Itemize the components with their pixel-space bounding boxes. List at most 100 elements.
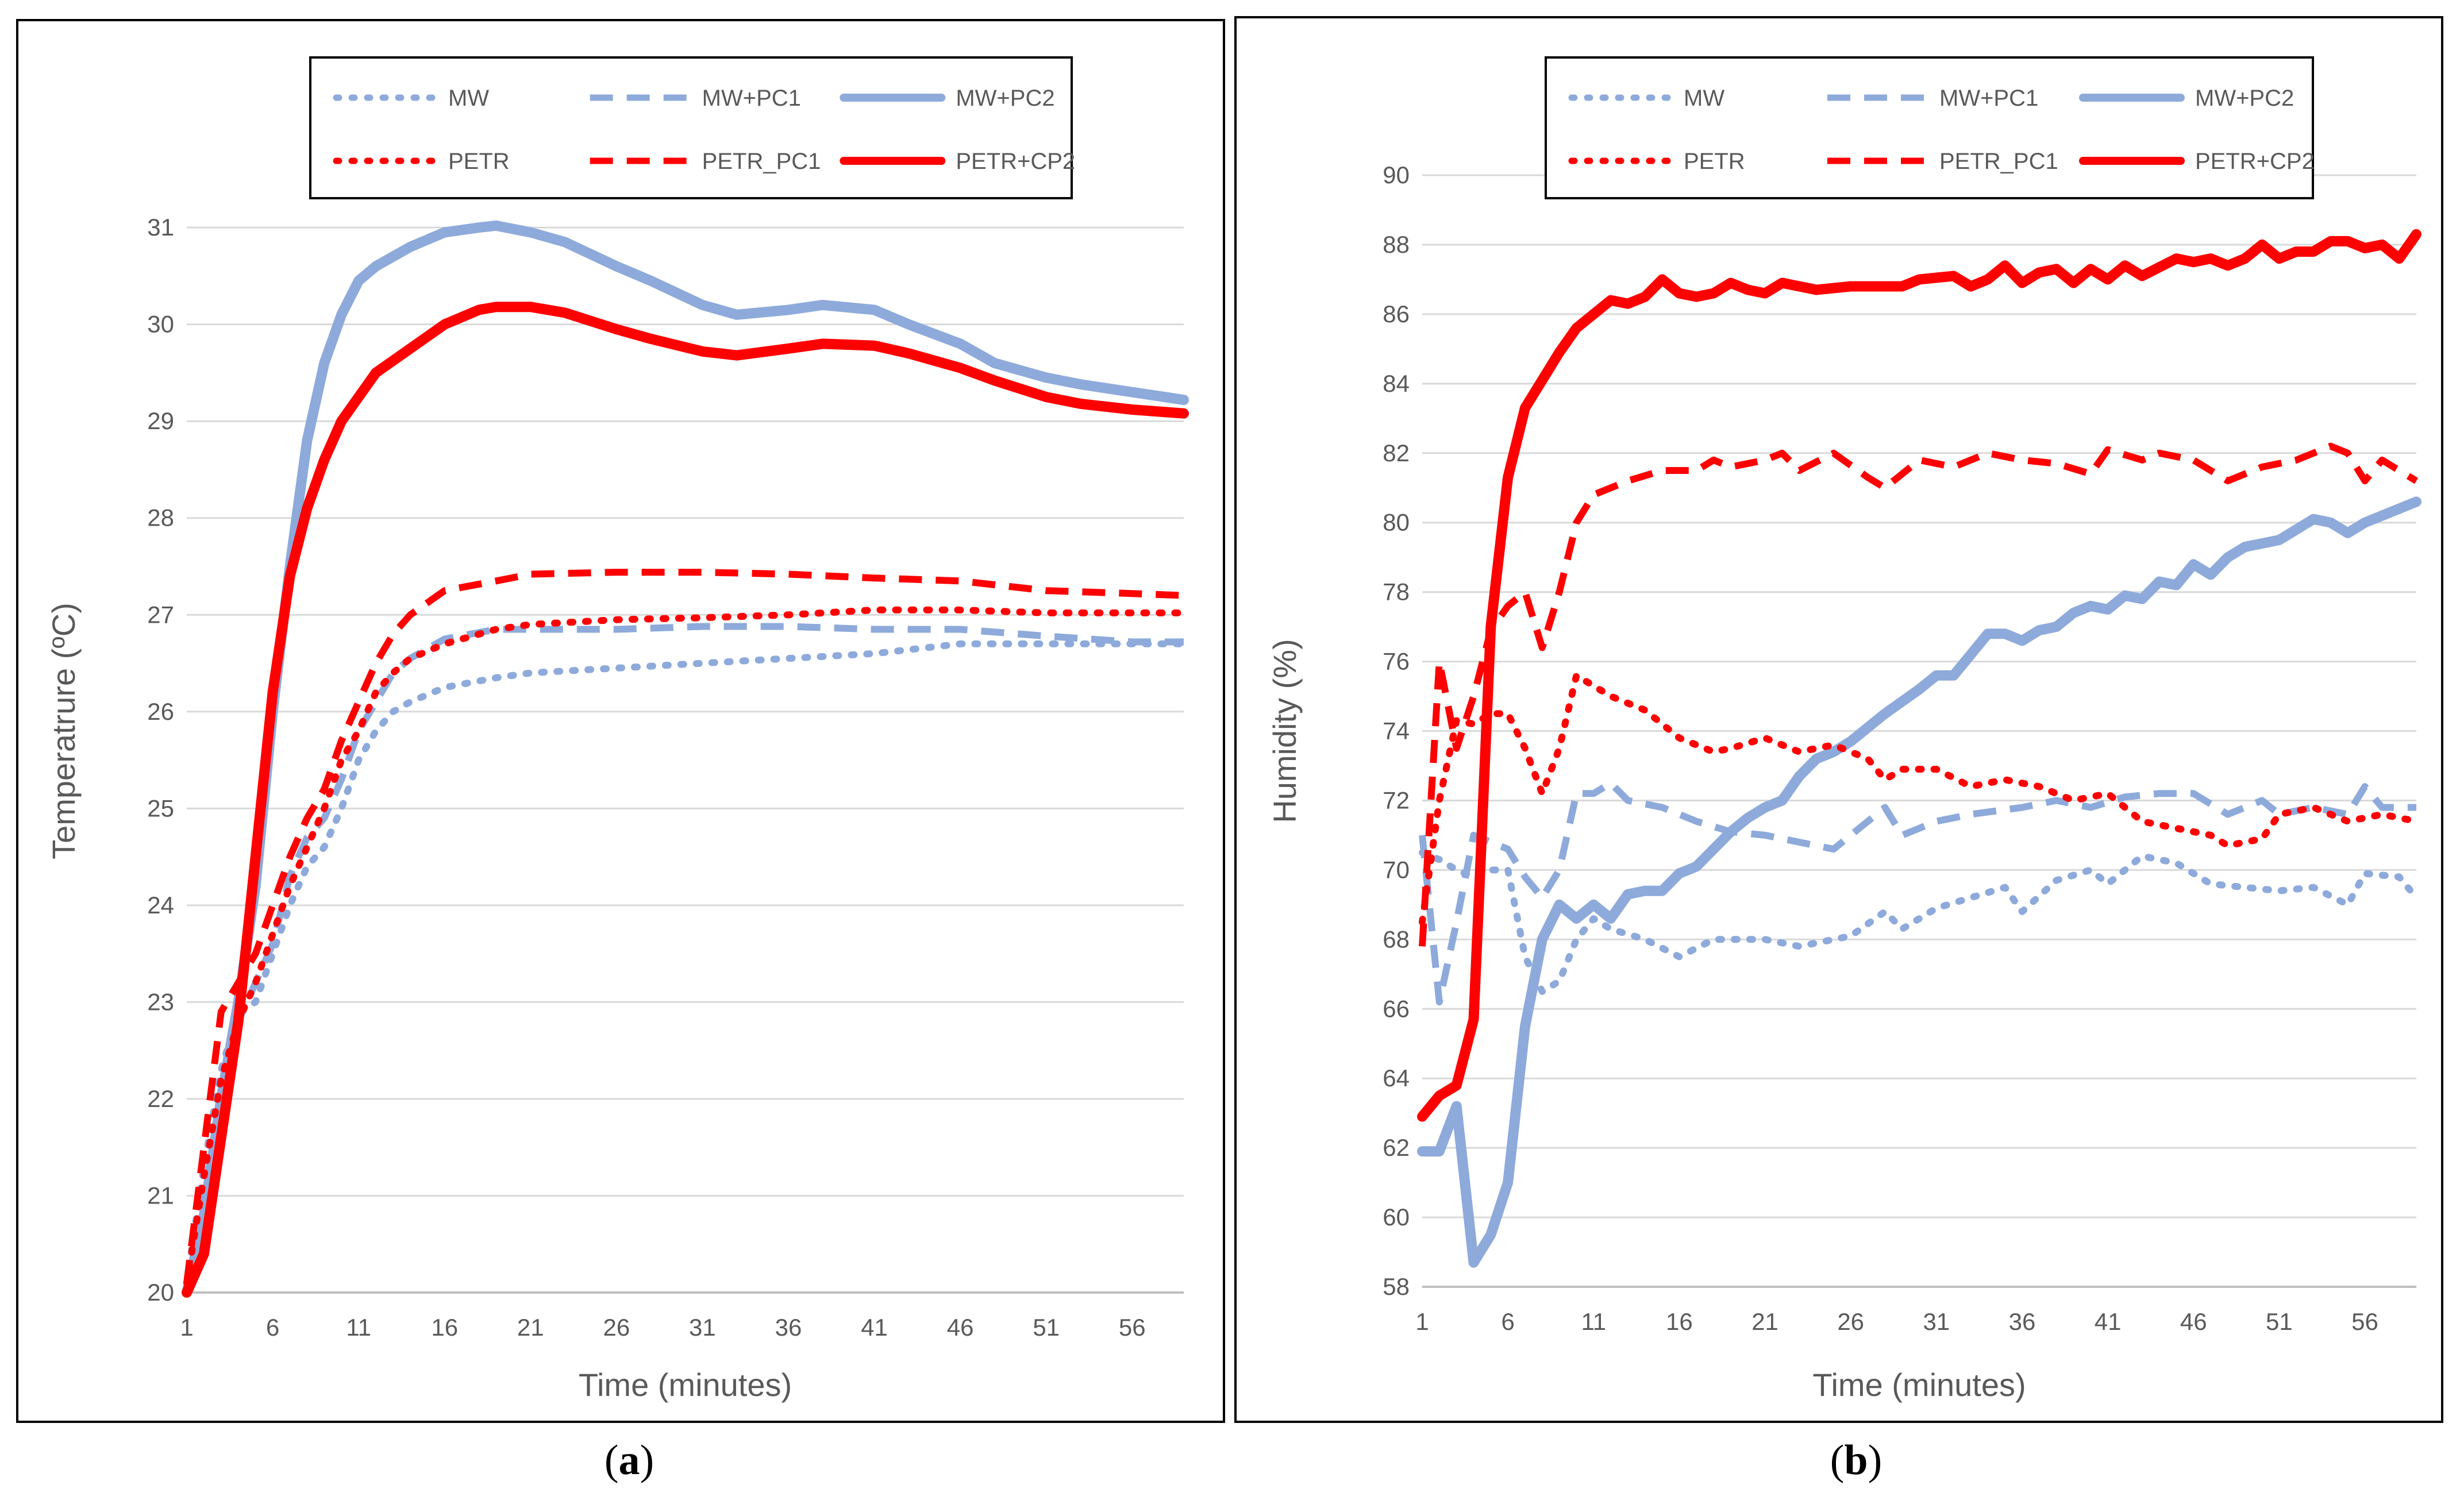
caption-b-close: ) xyxy=(1868,1437,1882,1484)
panel-b-plot-area xyxy=(1417,229,2421,1268)
legend-label: PETR_PC1 xyxy=(702,149,821,174)
y-tick-label: 31 xyxy=(147,214,174,241)
y-tick-label: 29 xyxy=(147,407,174,434)
series-line-mw xyxy=(183,640,1187,1287)
panel-a-x-axis-label: Time (minutes) xyxy=(579,1367,792,1403)
caption-a-letter: a xyxy=(618,1437,640,1484)
y-tick-label: 60 xyxy=(1383,1204,1410,1231)
series-line-petr xyxy=(1419,672,2420,926)
x-tick-label: 6 xyxy=(266,1314,279,1341)
panel-a-frame xyxy=(16,19,1225,1423)
x-tick-label: 26 xyxy=(1837,1308,1864,1335)
x-tick-label: 11 xyxy=(346,1314,371,1341)
y-tick-label: 58 xyxy=(1383,1273,1410,1300)
y-tick-label: 30 xyxy=(147,311,174,338)
legend-label: MW xyxy=(1684,86,1724,111)
legend-box xyxy=(1545,56,2314,199)
y-tick-label: 82 xyxy=(1383,439,1410,466)
y-tick-label: 27 xyxy=(147,601,174,628)
series-line-petr xyxy=(183,606,1187,1287)
y-tick-label: 88 xyxy=(1383,231,1410,258)
y-tick-label: 64 xyxy=(1383,1064,1410,1091)
y-tick-label: 28 xyxy=(147,504,174,531)
legend-label: MW+PC1 xyxy=(702,86,801,111)
y-tick-label: 22 xyxy=(147,1085,174,1112)
x-tick-label: 26 xyxy=(603,1314,630,1341)
legend-label: MW+PC1 xyxy=(1939,86,2038,111)
panel-a-gridlines xyxy=(187,226,1184,1294)
caption-b: (b) xyxy=(1770,1436,1942,1485)
y-tick-label: 24 xyxy=(147,892,174,919)
x-tick-label: 36 xyxy=(2009,1308,2036,1335)
legend-label: PETR+CP2 xyxy=(956,149,1075,174)
panel-b-y-axis-label: Humidity (%) xyxy=(1266,639,1303,823)
y-tick-label: 90 xyxy=(1383,161,1410,188)
x-tick-label: 36 xyxy=(775,1314,802,1341)
x-tick-label: 11 xyxy=(1581,1308,1606,1335)
legend-label: PETR xyxy=(1684,149,1745,174)
y-tick-label: 66 xyxy=(1383,995,1410,1022)
caption-a: (a) xyxy=(543,1436,715,1485)
series-line-petr-cp2 xyxy=(182,302,1189,1298)
caption-a-open: ( xyxy=(604,1437,619,1484)
series-line-petr-cp2 xyxy=(1417,229,2421,1122)
y-tick-label: 62 xyxy=(1383,1134,1410,1161)
caption-b-open: ( xyxy=(1830,1437,1845,1484)
x-tick-label: 31 xyxy=(1923,1308,1950,1335)
x-tick-label: 41 xyxy=(861,1314,888,1341)
x-tick-label: 31 xyxy=(689,1314,716,1341)
legend-label: PETR+CP2 xyxy=(2195,149,2315,174)
series-line-petr-pc1 xyxy=(1419,442,2419,947)
y-tick-label: 76 xyxy=(1383,648,1410,675)
legend-label: PETR_PC1 xyxy=(1939,149,2058,174)
y-tick-label: 26 xyxy=(147,698,174,725)
y-tick-label: 84 xyxy=(1383,370,1410,397)
x-tick-label: 51 xyxy=(1033,1314,1060,1341)
x-tick-label: 16 xyxy=(1666,1308,1693,1335)
x-tick-label: 21 xyxy=(517,1314,544,1341)
caption-a-close: ) xyxy=(640,1437,655,1484)
y-tick-label: 74 xyxy=(1383,718,1410,745)
y-tick-label: 25 xyxy=(147,794,174,821)
x-tick-label: 56 xyxy=(1119,1314,1146,1341)
y-tick-label: 86 xyxy=(1383,300,1410,327)
y-tick-label: 23 xyxy=(147,988,174,1015)
legend-label: MW+PC2 xyxy=(2195,86,2294,111)
series-line-petr-pc1 xyxy=(183,569,1184,1283)
y-tick-label: 20 xyxy=(147,1279,174,1306)
x-tick-label: 56 xyxy=(2351,1308,2378,1335)
x-tick-label: 46 xyxy=(2180,1308,2207,1335)
y-tick-label: 70 xyxy=(1383,856,1410,883)
x-tick-label: 1 xyxy=(1415,1308,1429,1335)
x-tick-label: 1 xyxy=(180,1314,193,1341)
legend-label: MW xyxy=(448,86,489,111)
x-tick-label: 46 xyxy=(947,1314,974,1341)
y-tick-label: 21 xyxy=(147,1182,174,1209)
series-line-mw-pc2 xyxy=(1417,496,2421,1268)
y-tick-label: 78 xyxy=(1383,578,1410,605)
panel-a-y-axis-label: Temperatrure (ºC) xyxy=(45,603,82,859)
x-tick-label: 21 xyxy=(1751,1308,1778,1335)
legend-box xyxy=(309,56,1073,199)
panel-a-legend: MW MW+PC1 MW+PC2 PETR PETR_PC1 PETR+CP2 xyxy=(309,56,1075,199)
panel-a-plot-area xyxy=(182,220,1189,1298)
series-line-mw xyxy=(1419,849,2420,995)
x-tick-label: 51 xyxy=(2266,1308,2293,1335)
y-tick-label: 72 xyxy=(1383,786,1410,813)
y-tick-label: 68 xyxy=(1383,925,1410,952)
y-tick-label: 80 xyxy=(1383,509,1410,536)
x-tick-label: 41 xyxy=(2095,1308,2122,1335)
series-line-mw-pc1 xyxy=(1419,780,2416,1006)
legend-label: MW+PC2 xyxy=(956,86,1054,111)
x-tick-label: 6 xyxy=(1501,1308,1514,1335)
x-tick-label: 16 xyxy=(431,1314,458,1341)
caption-b-letter: b xyxy=(1844,1437,1868,1484)
panel-b-legend: MW MW+PC1 MW+PC2 PETR PETR_PC1 PETR+CP2 xyxy=(1545,56,2315,199)
panel-b-frame xyxy=(1234,16,2443,1423)
panel-b-x-axis-label: Time (minutes) xyxy=(1812,1367,2026,1403)
